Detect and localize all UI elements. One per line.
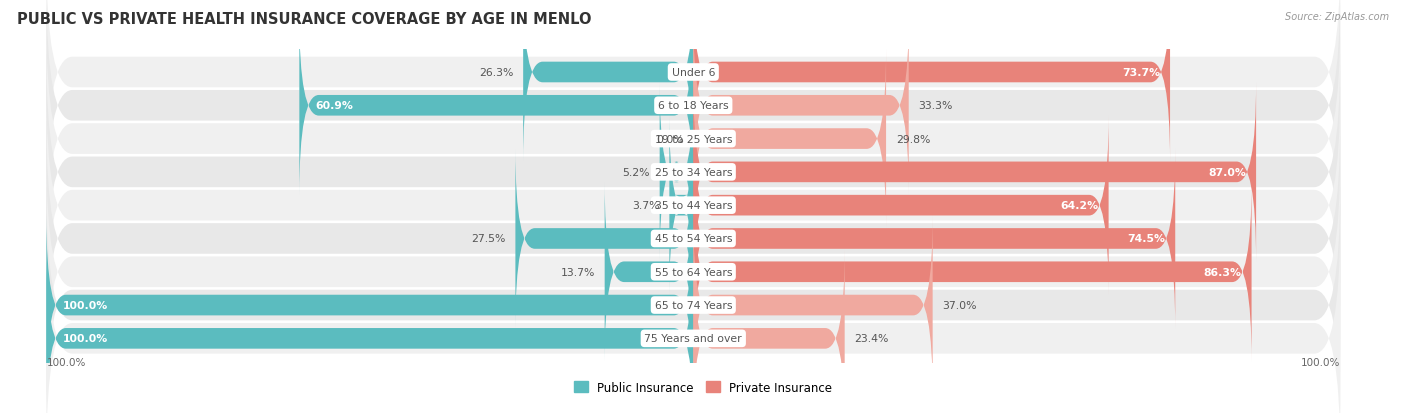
Text: 0.0%: 0.0% xyxy=(655,134,683,144)
Text: 25 to 34 Years: 25 to 34 Years xyxy=(655,167,733,178)
Text: 19 to 25 Years: 19 to 25 Years xyxy=(655,134,733,144)
FancyBboxPatch shape xyxy=(693,50,886,228)
FancyBboxPatch shape xyxy=(46,221,1340,413)
Text: 45 to 54 Years: 45 to 54 Years xyxy=(655,234,733,244)
FancyBboxPatch shape xyxy=(693,0,1170,162)
FancyBboxPatch shape xyxy=(693,83,1256,262)
Text: 55 to 64 Years: 55 to 64 Years xyxy=(655,267,733,277)
FancyBboxPatch shape xyxy=(46,216,693,395)
Text: Under 6: Under 6 xyxy=(672,68,716,78)
Text: 60.9%: 60.9% xyxy=(315,101,353,111)
Text: 65 to 74 Years: 65 to 74 Years xyxy=(655,300,733,310)
Text: 37.0%: 37.0% xyxy=(942,300,977,310)
Text: 33.3%: 33.3% xyxy=(918,101,953,111)
FancyBboxPatch shape xyxy=(46,121,1340,356)
Text: 23.4%: 23.4% xyxy=(855,334,889,344)
FancyBboxPatch shape xyxy=(46,188,1340,413)
FancyBboxPatch shape xyxy=(46,0,1340,223)
Text: 27.5%: 27.5% xyxy=(471,234,506,244)
FancyBboxPatch shape xyxy=(693,249,845,413)
FancyBboxPatch shape xyxy=(299,17,693,195)
Text: 86.3%: 86.3% xyxy=(1204,267,1241,277)
FancyBboxPatch shape xyxy=(669,116,693,295)
Text: 6 to 18 Years: 6 to 18 Years xyxy=(658,101,728,111)
Text: 74.5%: 74.5% xyxy=(1128,234,1166,244)
FancyBboxPatch shape xyxy=(693,150,1175,328)
Text: 13.7%: 13.7% xyxy=(561,267,595,277)
FancyBboxPatch shape xyxy=(693,216,932,395)
Text: 100.0%: 100.0% xyxy=(63,300,108,310)
Text: 73.7%: 73.7% xyxy=(1122,68,1160,78)
FancyBboxPatch shape xyxy=(46,88,1340,323)
Text: 75 Years and over: 75 Years and over xyxy=(644,334,742,344)
FancyBboxPatch shape xyxy=(516,150,693,328)
FancyBboxPatch shape xyxy=(523,0,693,162)
Text: Source: ZipAtlas.com: Source: ZipAtlas.com xyxy=(1285,12,1389,22)
Text: 100.0%: 100.0% xyxy=(46,357,86,367)
FancyBboxPatch shape xyxy=(693,17,908,195)
Text: 64.2%: 64.2% xyxy=(1060,201,1099,211)
Text: 29.8%: 29.8% xyxy=(896,134,931,144)
Text: PUBLIC VS PRIVATE HEALTH INSURANCE COVERAGE BY AGE IN MENLO: PUBLIC VS PRIVATE HEALTH INSURANCE COVER… xyxy=(17,12,592,27)
Text: 3.7%: 3.7% xyxy=(633,201,659,211)
Text: 26.3%: 26.3% xyxy=(479,68,513,78)
Text: 5.2%: 5.2% xyxy=(623,167,650,178)
FancyBboxPatch shape xyxy=(46,249,693,413)
FancyBboxPatch shape xyxy=(659,83,693,262)
FancyBboxPatch shape xyxy=(46,154,1340,390)
Text: 100.0%: 100.0% xyxy=(63,334,108,344)
FancyBboxPatch shape xyxy=(693,183,1251,361)
Text: 100.0%: 100.0% xyxy=(1301,357,1340,367)
FancyBboxPatch shape xyxy=(46,0,1340,190)
FancyBboxPatch shape xyxy=(693,116,1108,295)
Text: 87.0%: 87.0% xyxy=(1209,167,1246,178)
FancyBboxPatch shape xyxy=(46,21,1340,257)
Text: 35 to 44 Years: 35 to 44 Years xyxy=(655,201,733,211)
FancyBboxPatch shape xyxy=(46,55,1340,290)
Legend: Public Insurance, Private Insurance: Public Insurance, Private Insurance xyxy=(569,376,837,399)
FancyBboxPatch shape xyxy=(605,183,693,361)
